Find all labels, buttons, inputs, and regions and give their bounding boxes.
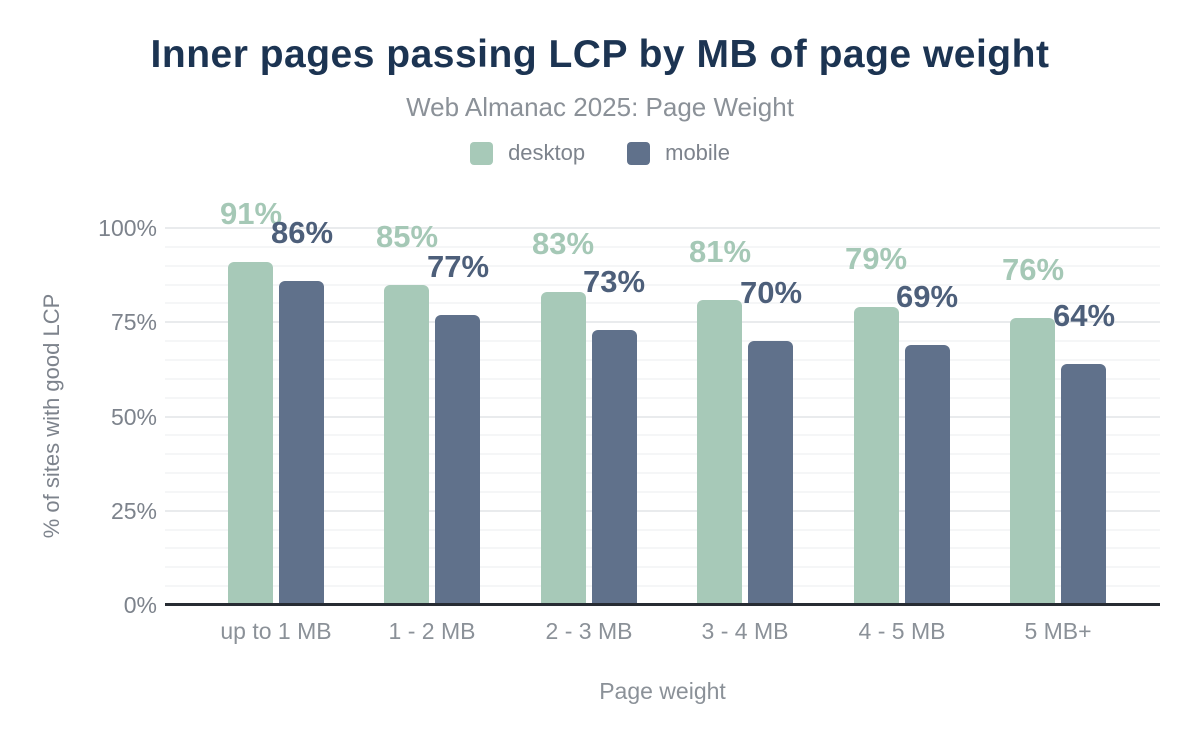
x-tick-label: 5 MB+: [1024, 618, 1092, 644]
minor-gridline: [165, 265, 1160, 267]
bar-value-label-desktop: 85%: [375, 219, 439, 254]
legend-item-mobile: mobile: [627, 140, 730, 166]
bar-value-label-desktop: 91%: [219, 196, 283, 231]
minor-gridline: [165, 340, 1160, 342]
bar-mobile: [279, 281, 324, 605]
bar-value-label-mobile: 64%: [1052, 298, 1116, 333]
legend-label-desktop: desktop: [508, 140, 586, 165]
bar-mobile: [592, 330, 637, 605]
bar-value-label-desktop: 83%: [531, 226, 595, 261]
major-gridline: [165, 321, 1160, 323]
major-gridline: [165, 510, 1160, 512]
legend: desktop mobile: [0, 140, 1200, 166]
bar-value-label-mobile: 73%: [582, 264, 646, 299]
x-axis-line: [165, 603, 1160, 606]
y-tick-label: 0%: [123, 592, 157, 618]
bar-desktop: [541, 292, 586, 605]
y-tick-label: 100%: [98, 215, 157, 241]
minor-gridline: [165, 491, 1160, 493]
x-axis-title: Page weight: [599, 678, 726, 704]
bar-value-label-desktop: 79%: [844, 241, 908, 276]
bar-desktop: [854, 307, 899, 605]
bar-value-label-desktop: 81%: [688, 234, 752, 269]
minor-gridline: [165, 378, 1160, 380]
x-tick-label: 1 - 2 MB: [388, 618, 476, 644]
minor-gridline: [165, 397, 1160, 399]
bar-desktop: [1010, 318, 1055, 605]
bar-value-label-mobile: 70%: [739, 275, 803, 310]
bar-mobile: [435, 315, 480, 605]
bar-value-label-mobile: 77%: [426, 249, 490, 284]
bar-desktop: [228, 262, 273, 605]
major-gridline: [165, 227, 1160, 229]
bar-value-label-desktop: 76%: [1001, 252, 1065, 287]
major-gridline: [165, 416, 1160, 418]
bar-mobile: [748, 341, 793, 605]
bar-value-label-mobile: 86%: [270, 215, 334, 250]
x-tick-label: 4 - 5 MB: [858, 618, 946, 644]
minor-gridline: [165, 246, 1160, 248]
minor-gridline: [165, 302, 1160, 304]
minor-gridline: [165, 547, 1160, 549]
mobile-series-swatch-icon: [627, 141, 651, 165]
y-tick-label: 50%: [110, 404, 157, 430]
desktop-series-swatch-icon: [470, 141, 494, 165]
minor-gridline: [165, 434, 1160, 436]
x-tick-label: up to 1 MB: [220, 618, 332, 644]
minor-gridline: [165, 529, 1160, 531]
bar-desktop: [384, 285, 429, 605]
x-tick-label: 3 - 4 MB: [701, 618, 789, 644]
legend-label-mobile: mobile: [665, 140, 730, 165]
minor-gridline: [165, 566, 1160, 568]
y-axis-title: % of sites with good LCP: [39, 293, 64, 539]
bar-value-label-mobile: 69%: [895, 279, 959, 314]
bar-desktop: [697, 300, 742, 605]
minor-gridline: [165, 585, 1160, 587]
legend-item-desktop: desktop: [470, 140, 585, 166]
y-tick-label: 75%: [110, 309, 157, 335]
bar-mobile: [1061, 364, 1106, 605]
y-tick-label: 25%: [110, 498, 157, 524]
x-tick-label: 2 - 3 MB: [545, 618, 633, 644]
minor-gridline: [165, 472, 1160, 474]
minor-gridline: [165, 359, 1160, 361]
chart-title: Inner pages passing LCP by MB of page we…: [150, 33, 1050, 76]
bar-mobile: [905, 345, 950, 605]
minor-gridline: [165, 453, 1160, 455]
minor-gridline: [165, 284, 1160, 286]
chart-subtitle: Web Almanac 2025: Page Weight: [406, 92, 794, 122]
